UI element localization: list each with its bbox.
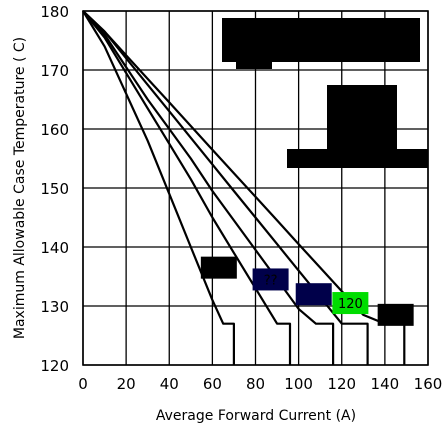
x-tick-label: 100 (284, 375, 313, 393)
redaction-block-base (287, 149, 428, 168)
y-tick-label: 180 (40, 3, 69, 21)
series-marker-4 (332, 292, 369, 315)
redacted-package-outline (287, 85, 428, 168)
x-tick-label: 160 (414, 375, 443, 393)
x-tick-label: 80 (246, 375, 265, 393)
series-marker-3 (295, 283, 332, 306)
redaction-block-top-tab (236, 60, 272, 69)
y-tick-label: 120 (40, 357, 69, 375)
series-line-1 (82, 10, 235, 365)
x-tick-label: 40 (160, 375, 179, 393)
series-group (82, 10, 406, 365)
x-tick-label: 140 (371, 375, 400, 393)
y-tick-label: 160 (40, 121, 69, 139)
plot-frame (82, 10, 429, 366)
y-tick-label: 130 (40, 298, 69, 316)
series-line-3 (82, 10, 335, 365)
x-axis-title: Average Forward Current (A) (156, 408, 356, 424)
x-tick-label: 20 (117, 375, 136, 393)
redacted-legend (222, 18, 420, 69)
series-marker-1 (200, 256, 237, 279)
y-tick-label: 150 (40, 180, 69, 198)
redaction-block-body (327, 85, 397, 151)
series-marker-5 (377, 303, 414, 326)
series-line-5 (82, 10, 406, 365)
redaction-block-top (222, 18, 420, 62)
series-marker-label-2: ?? (264, 273, 278, 288)
series-line-4 (82, 10, 369, 365)
series-marker-label-4: 120 (338, 297, 363, 312)
tick-labels: 0 20 40 60 80 100 120 140 160 120 130 140 150 160 170 1… (40, 3, 442, 393)
series-marker-2 (252, 268, 289, 291)
marker-group: ?? 120 (200, 256, 414, 326)
x-tick-label: 120 (327, 375, 356, 393)
y-tick-label: 170 (40, 62, 69, 80)
x-tick-label: 0 (78, 375, 88, 393)
x-tick-label: 60 (203, 375, 222, 393)
y-axis-title: Maximum Allowable Case Temperature ( C) (12, 37, 28, 339)
y-tick-label: 140 (40, 239, 69, 257)
series-line-2 (82, 10, 292, 365)
